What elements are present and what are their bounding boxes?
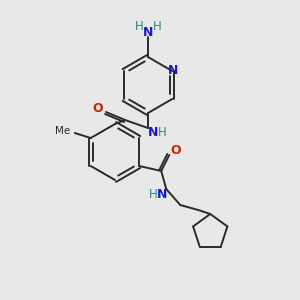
Text: H: H [158, 125, 166, 139]
Text: N: N [143, 26, 153, 38]
Text: Me: Me [55, 126, 70, 136]
Text: H: H [149, 188, 158, 200]
Text: N: N [168, 64, 178, 76]
Text: H: H [153, 20, 161, 32]
Text: O: O [93, 101, 103, 115]
Text: H: H [135, 20, 143, 32]
Text: N: N [148, 125, 158, 139]
Text: O: O [170, 143, 181, 157]
Text: N: N [157, 188, 167, 200]
